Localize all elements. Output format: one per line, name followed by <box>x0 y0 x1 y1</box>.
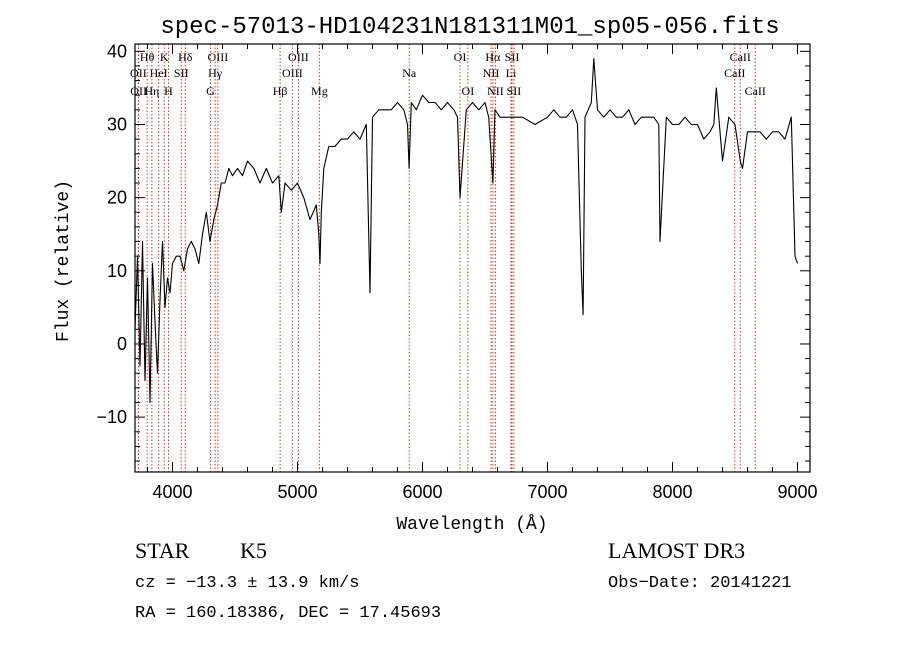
x-tick-label: 9000 <box>777 482 817 502</box>
x-tick-label: 4000 <box>152 482 192 502</box>
spectral-line-label: Mg <box>311 84 328 98</box>
y-tick-label: 0 <box>117 334 127 354</box>
spectral-line-label: OI <box>462 84 475 98</box>
object-class: STAR <box>135 538 190 563</box>
y-tick-label: 30 <box>107 114 127 134</box>
spectral-line-label: CaII <box>730 50 751 64</box>
spectral-line-label: OIII <box>288 50 309 64</box>
spectral-line-label: SII <box>174 66 189 80</box>
spectral-line-label: OIII <box>282 66 303 80</box>
spectrum-series <box>134 58 799 404</box>
axes <box>134 43 811 473</box>
x-tick-label: 6000 <box>402 482 442 502</box>
spectral-line-label: CaII <box>724 66 745 80</box>
spectral-line-label: OI <box>454 50 467 64</box>
redshift-readout: cz = −13.3 ± 13.9 km/s <box>135 574 360 593</box>
spectral-line-label: NII <box>487 84 504 98</box>
tick-labels: 4000 5000 6000 7000 8000 9000 −10 0 10 20 30 40 <box>96 41 817 502</box>
x-tick-label: 7000 <box>527 482 567 502</box>
y-tick-label: 40 <box>107 41 127 61</box>
spectral-line-label: NII <box>483 66 500 80</box>
x-axis-label: Wavelength (Å) <box>396 514 547 535</box>
object-subclass: K5 <box>240 538 267 563</box>
spectral-line-label: Na <box>402 66 417 80</box>
spectral-line-label: CaII <box>745 84 766 98</box>
spectral-line-label: Li <box>506 66 517 80</box>
spectrum-line-flux <box>134 58 799 404</box>
spectral-line-label: Hγ <box>208 66 223 80</box>
spectral-line-label: H <box>164 84 173 98</box>
spectral-line-label: HeI <box>150 66 168 80</box>
y-axis-label: Flux (relative) <box>54 180 74 342</box>
survey-name: LAMOST DR3 <box>608 538 746 563</box>
spectral-line-label: SII <box>505 50 520 64</box>
y-tick-label: −10 <box>96 407 127 427</box>
coordinates: RA = 160.18386, DEC = 17.45693 <box>135 604 442 623</box>
spectral-line-label: SII <box>507 84 522 98</box>
chart-title: spec-57013-HD104231N181311M01_sp05-056.f… <box>160 14 779 41</box>
x-tick-label: 8000 <box>652 482 692 502</box>
spectral-line-label: OIII <box>208 50 229 64</box>
y-tick-label: 10 <box>107 261 127 281</box>
spectral-line-label: G <box>206 84 215 98</box>
y-tick-label: 20 <box>107 188 127 208</box>
spectral-line-label: Hα <box>485 50 501 64</box>
spectral-line-label: Hβ <box>273 84 288 98</box>
spectral-line-label: Hη <box>144 84 159 98</box>
plot-frame <box>134 43 811 473</box>
spectral-line-label: K <box>160 50 169 64</box>
spectral-line-label: Hδ <box>178 50 193 64</box>
spectral-line-label: Hθ <box>140 50 155 64</box>
x-tick-label: 5000 <box>277 482 317 502</box>
obs-date: Obs−Date: 20141221 <box>608 574 792 593</box>
